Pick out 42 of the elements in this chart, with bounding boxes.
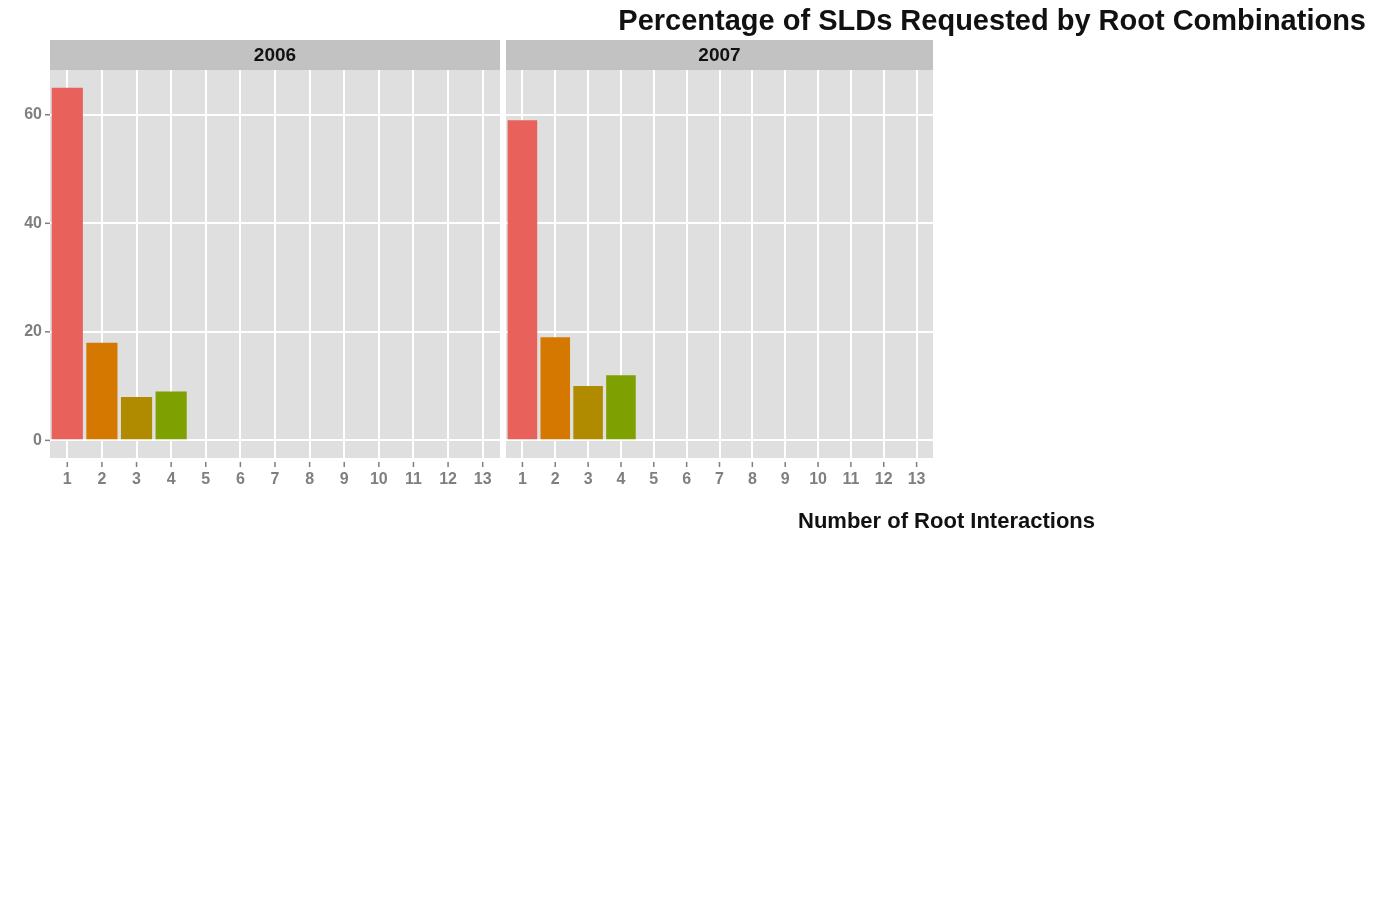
x-tick-label: 4 — [616, 470, 626, 488]
chart-subtitle: 2006 — [50, 40, 500, 70]
bar — [507, 120, 538, 440]
bar — [120, 396, 153, 440]
x-tick-label: 12 — [439, 470, 458, 488]
bar — [155, 391, 187, 440]
text: Percentage of SLDs Requested by Root Combinations — [618, 4, 1366, 37]
chart-subtitle: 2007 — [506, 40, 933, 70]
bar — [86, 342, 118, 440]
x-tick-label: 1 — [62, 470, 72, 488]
x-tick-label: 5 — [201, 470, 211, 488]
x-tick-label: 10 — [809, 470, 828, 488]
x-tick-label: 8 — [747, 470, 757, 488]
y-tick-label: 0 — [33, 430, 43, 448]
x-tick-label: 2 — [97, 470, 107, 488]
bar — [573, 386, 603, 440]
x-tick-label: 12 — [874, 470, 893, 488]
x-tick-label: 6 — [235, 470, 245, 488]
bar — [540, 337, 571, 440]
bar — [606, 375, 636, 440]
x-tick-label: 13 — [907, 470, 926, 488]
x-tick-label: 13 — [473, 470, 492, 488]
x-tick-label: 3 — [132, 470, 142, 488]
x-tick-label: 4 — [166, 470, 176, 488]
x-tick-label: 6 — [682, 470, 692, 488]
bar — [51, 87, 83, 440]
x-tick-label: 10 — [369, 470, 388, 488]
x-tick-label: 1 — [517, 470, 527, 488]
y-tick-label: 40 — [24, 213, 43, 231]
y-tick-label: 20 — [24, 322, 43, 340]
x-tick-label: 9 — [780, 470, 790, 488]
x-tick-label: 3 — [583, 470, 593, 488]
x-tick-label: 11 — [405, 470, 423, 488]
x-tick-label: 9 — [339, 470, 349, 488]
y-tick-label: 60 — [24, 105, 43, 123]
x-tick-label: 5 — [649, 470, 659, 488]
x-axis-title: Number of Root Interactions — [798, 508, 1096, 534]
x-tick-label: 2 — [550, 470, 560, 488]
x-tick-label: 8 — [305, 470, 315, 488]
x-tick-label: 11 — [842, 470, 860, 488]
x-tick-label: 7 — [270, 470, 280, 488]
x-tick-label: 7 — [715, 470, 725, 488]
